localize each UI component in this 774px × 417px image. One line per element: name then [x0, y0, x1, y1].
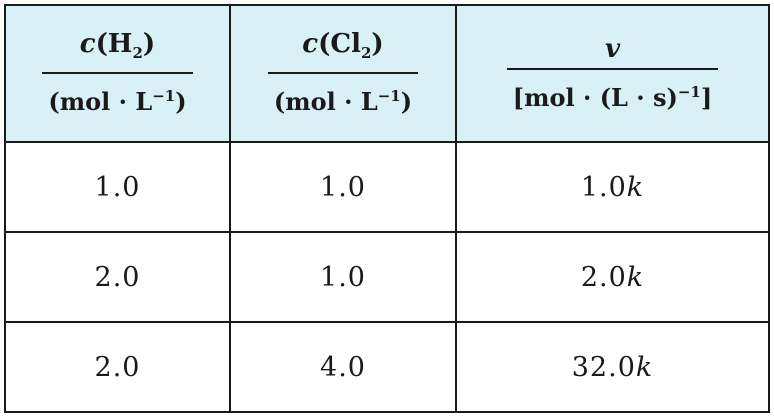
cell-rate: 1.0k	[455, 141, 770, 233]
header-rate: v [mol · (L · s)−1]	[455, 4, 770, 143]
cell-h2: 2.0	[4, 321, 231, 413]
table-row: 1.0 1.0 1.0k	[4, 141, 770, 233]
header-rate-quantity: v	[604, 33, 621, 64]
header-h2-quantity: c(H2)	[79, 28, 156, 63]
header-row: c(H2) (mol · L−1) c(Cl2) (mol · L−1) v […	[4, 4, 770, 143]
reaction-rate-table: c(H2) (mol · L−1) c(Cl2) (mol · L−1) v […	[4, 4, 770, 413]
header-h2-concentration: c(H2) (mol · L−1)	[4, 4, 231, 143]
cell-rate: 32.0k	[455, 321, 770, 413]
cell-cl2: 1.0	[229, 141, 457, 233]
cell-cl2: 4.0	[229, 321, 457, 413]
header-cl2-unit: (mol · L−1)	[267, 72, 419, 120]
table-row: 2.0 1.0 2.0k	[4, 231, 770, 323]
table-row: 2.0 4.0 32.0k	[4, 321, 770, 413]
header-rate-unit: [mol · (L · s)−1]	[506, 67, 719, 116]
cell-cl2: 1.0	[229, 231, 457, 323]
header-cl2-quantity: c(Cl2)	[302, 28, 384, 63]
header-cl2-concentration: c(Cl2) (mol · L−1)	[229, 4, 457, 143]
header-h2-unit: (mol · L−1)	[42, 72, 193, 120]
cell-rate: 2.0k	[455, 231, 770, 323]
cell-h2: 2.0	[4, 231, 231, 323]
cell-h2: 1.0	[4, 141, 231, 233]
rate-table-container: c(H2) (mol · L−1) c(Cl2) (mol · L−1) v […	[4, 4, 770, 413]
